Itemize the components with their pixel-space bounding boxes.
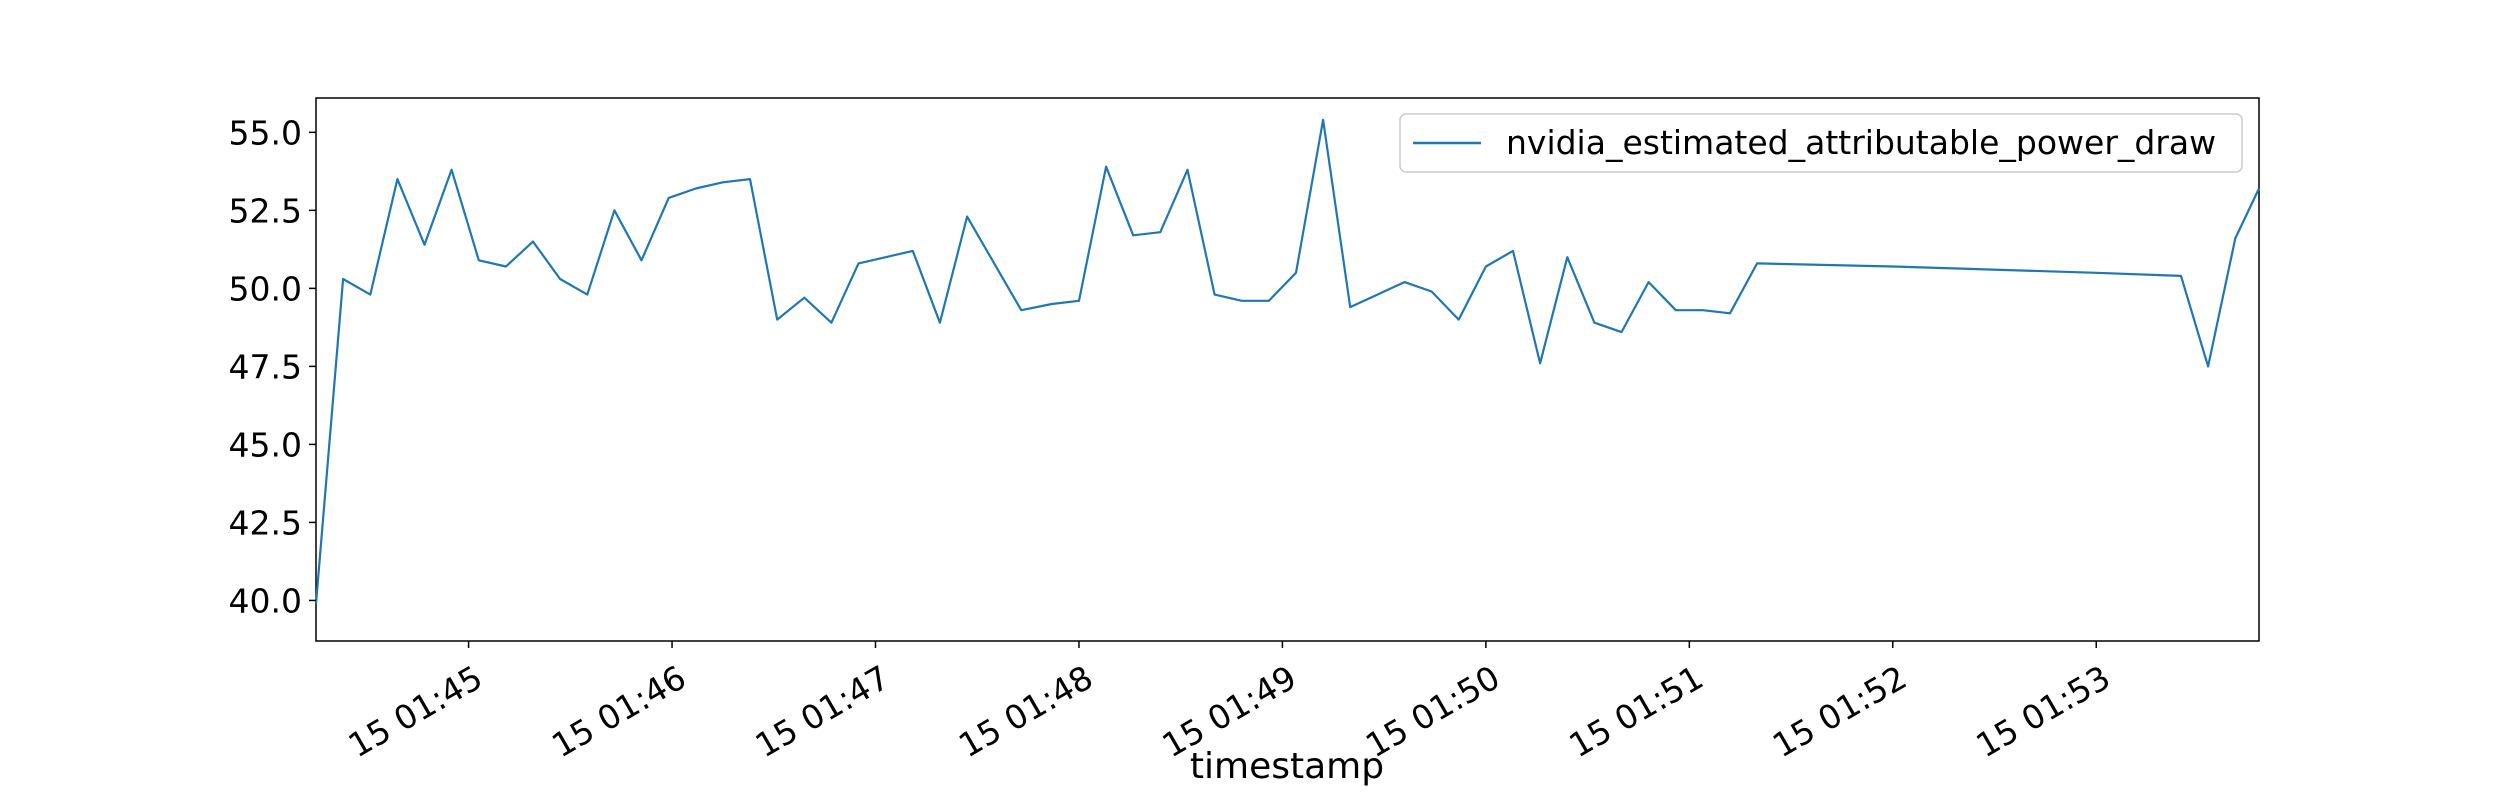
y-axis: 40.0 42.5 45.0 47.5 50.0 52.5 55.0 xyxy=(229,113,316,620)
plot-area xyxy=(315,97,2260,642)
x-axis-title: timestamp xyxy=(1190,746,1384,787)
x-tick-label: 15 01:46 xyxy=(545,658,692,766)
legend-series-label: nvidia_estimated_attributable_power_draw xyxy=(1506,123,2216,162)
legend-box xyxy=(1399,113,2243,173)
series-line-0 xyxy=(314,118,2260,604)
x-tick-label: 15 01:45 xyxy=(342,658,489,766)
x-tick-label: 15 01:47 xyxy=(749,658,896,766)
legend: nvidia_estimated_attributable_power_draw xyxy=(1399,113,2243,173)
x-tick-label: 15 01:51 xyxy=(1562,658,1709,766)
x-tick-label: 15 01:52 xyxy=(1766,658,1913,766)
y-tick-label: 45.0 xyxy=(229,425,302,464)
y-tick-label: 40.0 xyxy=(229,581,302,620)
y-tick-label: 47.5 xyxy=(229,347,302,386)
x-tick-label: 15 01:48 xyxy=(952,658,1099,766)
series-layer xyxy=(314,118,2260,604)
x-tick-label: 15 01:53 xyxy=(1969,658,2116,766)
y-tick-label: 52.5 xyxy=(229,191,302,230)
y-tick-label: 42.5 xyxy=(229,503,302,542)
y-tick-label: 55.0 xyxy=(229,113,302,152)
plot-frame xyxy=(315,97,2260,642)
y-tick-label: 50.0 xyxy=(229,269,302,308)
